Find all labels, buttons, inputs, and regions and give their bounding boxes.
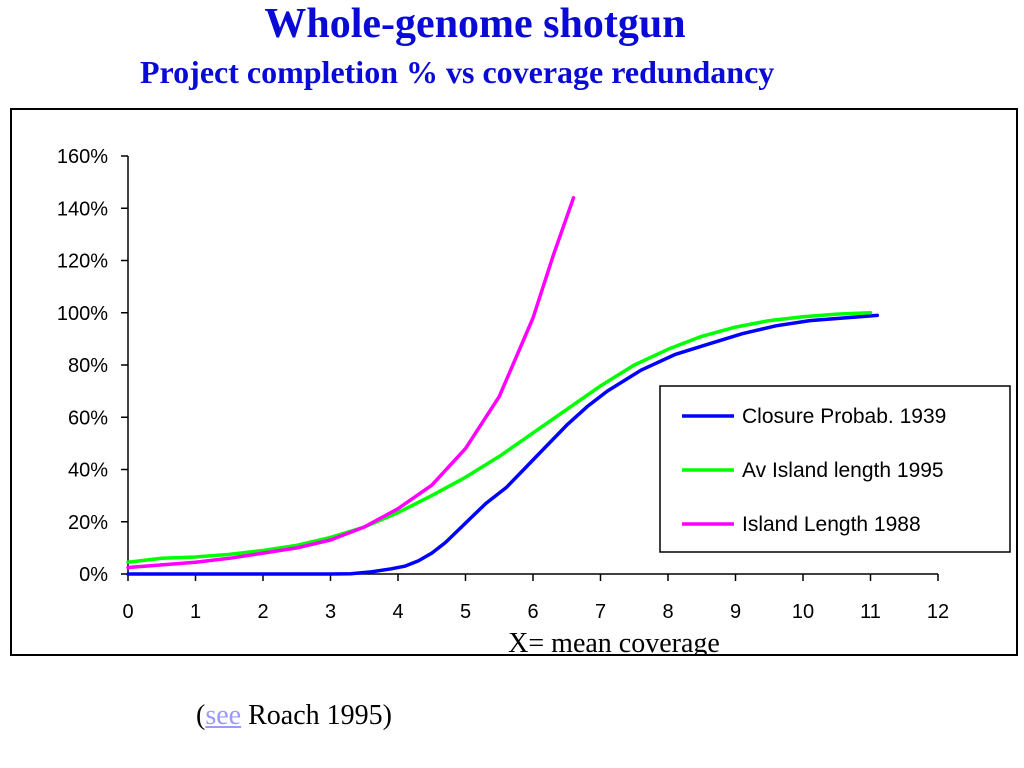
citation: (see Roach 1995): [196, 700, 392, 732]
y-tick-label: 100%: [57, 303, 108, 325]
x-tick-label: 7: [595, 601, 606, 623]
x-tick-label: 1: [190, 601, 201, 623]
x-tick-label: 10: [792, 601, 814, 623]
x-tick-label: 9: [730, 601, 741, 623]
slide-title: Whole-genome shotgun: [264, 1, 686, 47]
x-tick-label: 5: [460, 601, 471, 623]
line-chart: 0%20%40%60%80%100%120%140%160%0 1 2 3 4 5 6 7 8 9…: [57, 146, 1011, 654]
axes: 0%20%40%60%80%100%120%140%160%0 1 2 3 4 5 6 7 8 9…: [57, 146, 949, 623]
x-tick-label: 11: [860, 601, 881, 623]
y-tick-label: 40%: [68, 460, 108, 482]
series-line-1: [126, 313, 880, 576]
y-tick-label: 60%: [68, 407, 108, 429]
y-tick-label: 0%: [79, 564, 108, 586]
legend-label-3: Island Length 1988: [742, 513, 921, 536]
legend-label-2: Av Island length 1995: [742, 459, 944, 482]
legend: Closure Probab. 1939 Av Island length 199…: [659, 385, 1011, 553]
chart-frame: 0% 20% 40% 60% 80% 100% 120% 140% 160% 0 1 2 3 4 5 6 7 8 9…: [10, 108, 1018, 656]
series-line-3: [126, 196, 576, 570]
citation-text: Roach 1995): [241, 700, 392, 731]
x-tick-label: 4: [392, 601, 403, 623]
x-tick-label: 2: [257, 601, 268, 623]
x-tick-label: 0: [122, 601, 133, 623]
series-lines: [126, 196, 880, 576]
y-tick-label: 120%: [57, 251, 108, 273]
citation-open-paren: (: [196, 700, 206, 731]
series-line-2: [126, 311, 873, 564]
y-tick-label: 20%: [68, 512, 108, 534]
x-tick-label: 8: [662, 601, 673, 623]
x-tick-label: 12: [927, 601, 949, 623]
slide-subtitle: Project completion % vs coverage redunda…: [140, 54, 775, 90]
see-link[interactable]: see: [205, 700, 242, 731]
legend-label-1: Closure Probab. 1939: [742, 405, 946, 428]
y-tick-label: 160%: [57, 146, 108, 168]
x-tick-label: 6: [527, 601, 538, 623]
x-tick-label: 3: [325, 601, 336, 623]
x-axis-label: X= mean coverage: [508, 628, 720, 654]
y-tick-label: 80%: [68, 355, 108, 377]
y-tick-label: 140%: [57, 198, 108, 220]
